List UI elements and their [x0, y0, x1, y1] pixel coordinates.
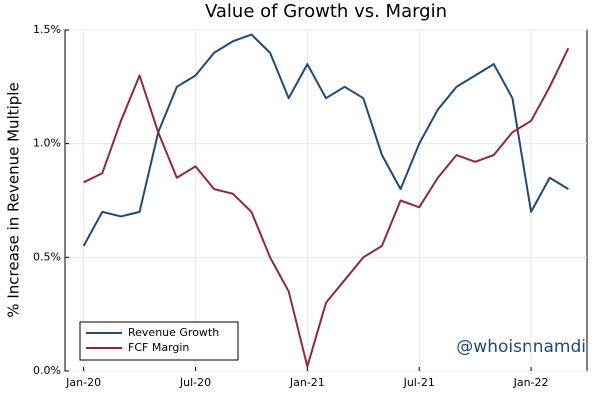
x-tick-label: Jan-21: [289, 376, 325, 389]
chart-title: Value of Growth vs. Margin: [205, 1, 447, 22]
x-tick-label: Jul-20: [179, 376, 211, 389]
x-tick-label: Jan-20: [65, 376, 101, 389]
x-tick-label: Jan-22: [513, 376, 549, 389]
legend-label: Revenue Growth: [128, 326, 219, 339]
x-tick-label: Jul-21: [403, 376, 435, 389]
y-tick-label: 0.5%: [33, 250, 61, 263]
legend-label: FCF Margin: [128, 341, 189, 354]
annotation: @whoisnnamdi: [456, 337, 586, 357]
y-tick-label: 0.0%: [33, 364, 61, 377]
y-tick-label: 1.0%: [33, 137, 61, 150]
y-axis-label: % Increase in Revenue Multiple: [5, 82, 23, 317]
y-tick-label: 1.5%: [33, 23, 61, 36]
line-series: [82, 33, 569, 247]
legend-box: [79, 321, 239, 361]
line-series: [83, 47, 570, 368]
plot-area: [64, 29, 588, 372]
legend: Revenue Growth FCF Margin: [79, 321, 239, 361]
